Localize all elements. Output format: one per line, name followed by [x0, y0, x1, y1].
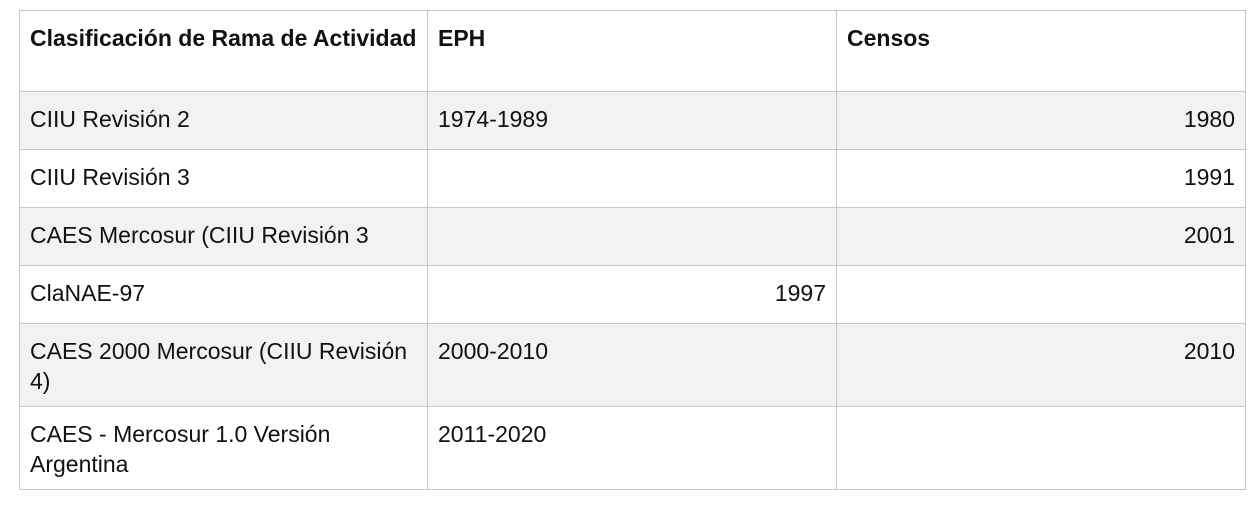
cell-censos: 2001 [836, 207, 1246, 266]
cell-clasificacion: ClaNAE-97 [19, 265, 428, 324]
table-row: CIIU Revisión 2 1974-1989 1980 [19, 91, 1246, 150]
cell-clasificacion: CAES 2000 Mercosur (CIIU Revisión 4) [19, 323, 428, 407]
table-row: CIIU Revisión 3 1991 [19, 149, 1246, 208]
cell-clasificacion: CAES Mercosur (CIIU Revisión 3 [19, 207, 428, 266]
cell-eph: 2000-2010 [427, 323, 837, 407]
cell-eph: 1974-1989 [427, 91, 837, 150]
table-row: CAES - Mercosur 1.0 Versión Argentina 20… [19, 406, 1246, 490]
cell-eph: 1997 [427, 265, 837, 324]
classification-table: Clasificación de Rama de Actividad EPH C… [19, 10, 1246, 490]
cell-censos: 1980 [836, 91, 1246, 150]
table-row: CAES 2000 Mercosur (CIIU Revisión 4) 200… [19, 323, 1246, 407]
table-row: CAES Mercosur (CIIU Revisión 3 2001 [19, 207, 1246, 266]
header-clasificacion: Clasificación de Rama de Actividad [19, 10, 428, 92]
table-header-row: Clasificación de Rama de Actividad EPH C… [19, 10, 1246, 92]
table-row: ClaNAE-97 1997 [19, 265, 1246, 324]
cell-censos: 1991 [836, 149, 1246, 208]
cell-censos [836, 265, 1246, 324]
cell-eph [427, 207, 837, 266]
cell-censos [836, 406, 1246, 490]
cell-eph: 2011-2020 [427, 406, 837, 490]
cell-eph [427, 149, 837, 208]
cell-clasificacion: CAES - Mercosur 1.0 Versión Argentina [19, 406, 428, 490]
cell-censos: 2010 [836, 323, 1246, 407]
cell-clasificacion: CIIU Revisión 2 [19, 91, 428, 150]
header-censos: Censos [836, 10, 1246, 92]
header-eph: EPH [427, 10, 837, 92]
cell-clasificacion: CIIU Revisión 3 [19, 149, 428, 208]
